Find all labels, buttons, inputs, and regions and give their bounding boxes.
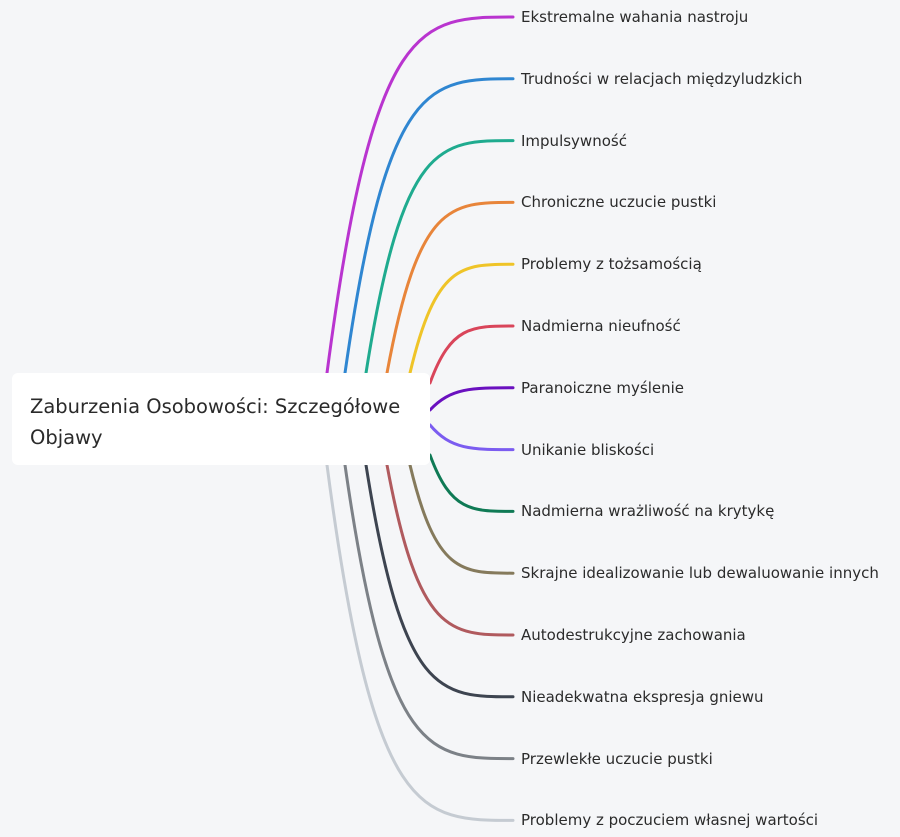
branch-node[interactable]: Nadmierna wrażliwość na krytykę [521, 502, 775, 521]
root-node-label: Zaburzenia Osobowości: Szczegółowe Objaw… [30, 395, 401, 449]
branch-node[interactable]: Paranoiczne myślenie [521, 378, 685, 397]
branch-node[interactable]: Chroniczne uczucie pustki [521, 193, 717, 212]
branch-connector [343, 463, 515, 761]
branch-connector [343, 77, 515, 375]
branch-node[interactable]: Autodestrukcyjne zachowania [521, 626, 746, 644]
branch-node[interactable]: Nieadekwatna ekspresja gniewu [521, 687, 764, 706]
branch-node[interactable]: Nadmierna nieufność [521, 317, 681, 335]
branch-node[interactable]: Ekstremalne wahania nastroju [521, 8, 749, 26]
branch-node[interactable]: Problemy z tożsamością [521, 255, 702, 274]
branch-connector [385, 200, 515, 375]
branch-connector [325, 15, 515, 375]
branch-connector [408, 262, 515, 375]
branch-connector [428, 324, 515, 385]
branch-connector [364, 463, 515, 699]
branch-node[interactable]: Trudności w relacjach międzyludzkich [521, 69, 803, 88]
branch-node[interactable]: Unikanie bliskości [521, 440, 655, 459]
branch-connector [428, 386, 515, 412]
branch-node[interactable]: Skrajne idealizowanie lub dewaluowanie i… [521, 564, 879, 583]
branch-connector [385, 463, 515, 637]
branch-connector [408, 463, 515, 575]
branch-node[interactable]: Problemy z poczuciem własnej wartości [521, 811, 819, 830]
branch-node[interactable]: Impulsywność [521, 131, 627, 150]
branch-node[interactable]: Przewlekłe uczucie pustki [521, 749, 713, 768]
branch-connector [428, 453, 515, 513]
branch-connector [364, 139, 515, 375]
branch-connector [325, 463, 515, 822]
branch-connector [428, 423, 515, 452]
root-node[interactable]: Zaburzenia Osobowości: Szczegółowe Objaw… [12, 373, 430, 465]
